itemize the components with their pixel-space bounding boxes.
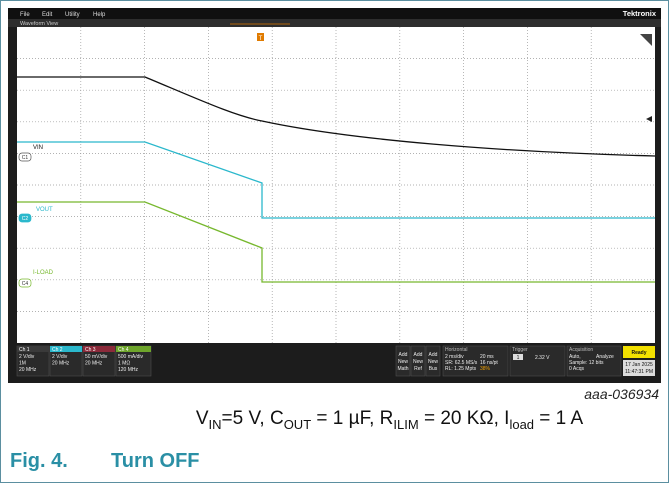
add-button-text: New xyxy=(413,359,423,365)
channel-setting: 2 V/div xyxy=(19,354,35,360)
add-button-text: Math xyxy=(397,366,408,372)
menu-bar xyxy=(8,8,661,19)
acquisition-setting: Sample: 12 bits xyxy=(569,360,604,366)
horizontal-title: Horizontal xyxy=(445,347,468,353)
channel-setting: 500 mA/div xyxy=(118,354,144,360)
horizontal-setting: SR: 62.5 MS/s xyxy=(445,360,478,366)
trigger-marker xyxy=(257,33,264,41)
channel-setting: 20 MHz xyxy=(52,361,70,367)
view-title: Waveform View xyxy=(20,21,58,27)
menu-item: Utility xyxy=(65,12,80,18)
scope-screenshot: T File Edit Utility Help Tektronix Waveform V… xyxy=(8,8,661,383)
add-button-text: Add xyxy=(429,352,438,358)
date: 17 Jan 2025 xyxy=(625,362,653,368)
channel-badge-text: C4 xyxy=(22,281,29,287)
trace-black xyxy=(17,76,656,157)
channel-setting: 50 mV/div xyxy=(85,354,108,360)
channel-badge xyxy=(18,278,32,288)
horizontal-setting: RL: 1.25 Mpts xyxy=(445,366,477,372)
acquisition-title: Acquisition xyxy=(569,347,593,353)
add-button-text: Add xyxy=(414,352,423,358)
channel-name: Ch 4 xyxy=(118,347,129,353)
grid xyxy=(17,27,655,343)
menu-item: Edit xyxy=(42,12,53,18)
channel-name: Ch 2 xyxy=(52,347,63,353)
brand: Tektronix xyxy=(623,9,657,18)
add-button-text: New xyxy=(428,359,438,365)
horizontal-setting: 16 ns/pt xyxy=(480,360,498,366)
caption-text: =5 V, C xyxy=(221,408,284,429)
channel-header xyxy=(17,346,49,352)
acquisition-setting: 0 Acqs xyxy=(569,366,585,372)
trigger-title: Trigger xyxy=(512,347,528,353)
add-button xyxy=(425,345,441,377)
trigger-marker-text: T xyxy=(259,36,263,42)
acquisition-setting: Analyze xyxy=(596,354,614,360)
figure-title: Turn OFF xyxy=(111,450,200,472)
channel-badge xyxy=(18,213,32,223)
corner-icon xyxy=(640,34,652,46)
horizontal-box xyxy=(442,345,509,377)
trace-label: I-LOAD xyxy=(33,270,54,276)
channel-header xyxy=(116,346,151,352)
trigger-channel: 1 xyxy=(517,355,520,361)
channel-badge-text: C1 xyxy=(22,155,29,161)
clock-box xyxy=(623,360,655,376)
view-bar xyxy=(8,19,661,27)
channel-setting: 20 MHz xyxy=(19,367,37,373)
horizontal-setting: 20 ms xyxy=(480,354,494,360)
channel-header xyxy=(50,346,82,352)
caption-text: = 20 KΩ, I xyxy=(418,408,510,429)
figure-label: Fig. 4. xyxy=(10,450,68,472)
caption-text: = 1 A xyxy=(534,408,584,429)
channel-setting: 1M xyxy=(19,361,26,367)
caption-subscript: ILIM xyxy=(393,416,419,432)
status-box xyxy=(623,346,655,358)
time: 11:47:31 PM xyxy=(625,369,653,375)
caption-text: V xyxy=(195,408,209,429)
trace-vin xyxy=(17,141,655,219)
acquisition-box xyxy=(566,345,622,377)
channel-setting: 120 MHz xyxy=(118,367,139,373)
horizontal-setting: 38% xyxy=(480,366,491,372)
trace-vout xyxy=(17,201,655,283)
caption-subscript: load xyxy=(509,416,535,432)
add-button-text: Add xyxy=(399,352,408,358)
menu-item: File xyxy=(20,12,30,18)
channel-setting: 20 MHz xyxy=(85,361,103,367)
channel-setting: 1 MΩ xyxy=(118,361,130,367)
trigger-channel-box xyxy=(513,354,523,360)
caption-text: = 1 µF, R xyxy=(311,408,394,429)
trace-label: VIN xyxy=(33,145,43,151)
menu-item: Help xyxy=(93,12,106,18)
caption-subscript: OUT xyxy=(283,416,312,432)
channel-setting: 2 V/div xyxy=(52,354,68,360)
horizontal-setting: 2 ms/div xyxy=(445,354,464,360)
figure-id: aaa-036934 xyxy=(584,386,659,402)
channel-name: Ch 1 xyxy=(19,347,30,353)
channel-badge-text: C2 xyxy=(22,216,29,222)
caption: VIN=5 V, COUT = 1 µF, RILIM = 20 KΩ, Ilo… xyxy=(0,408,669,432)
trigger-box xyxy=(509,345,566,377)
add-button xyxy=(395,345,411,377)
trigger-level-arrow xyxy=(646,116,652,122)
channel-header xyxy=(83,346,115,352)
trigger-level: 2.32 V xyxy=(535,355,550,361)
add-button-text: New xyxy=(398,359,408,365)
add-button-text: Bus xyxy=(429,366,438,372)
add-button xyxy=(410,345,426,377)
channel-name: Ch 3 xyxy=(85,347,96,353)
add-button-text: Ref xyxy=(414,366,422,372)
channel-badge xyxy=(18,152,32,162)
acquisition-setting: Auto, xyxy=(569,354,581,360)
caption-subscript: IN xyxy=(208,416,222,432)
status: Ready xyxy=(631,350,646,356)
trace-label: VOUT xyxy=(36,207,53,213)
